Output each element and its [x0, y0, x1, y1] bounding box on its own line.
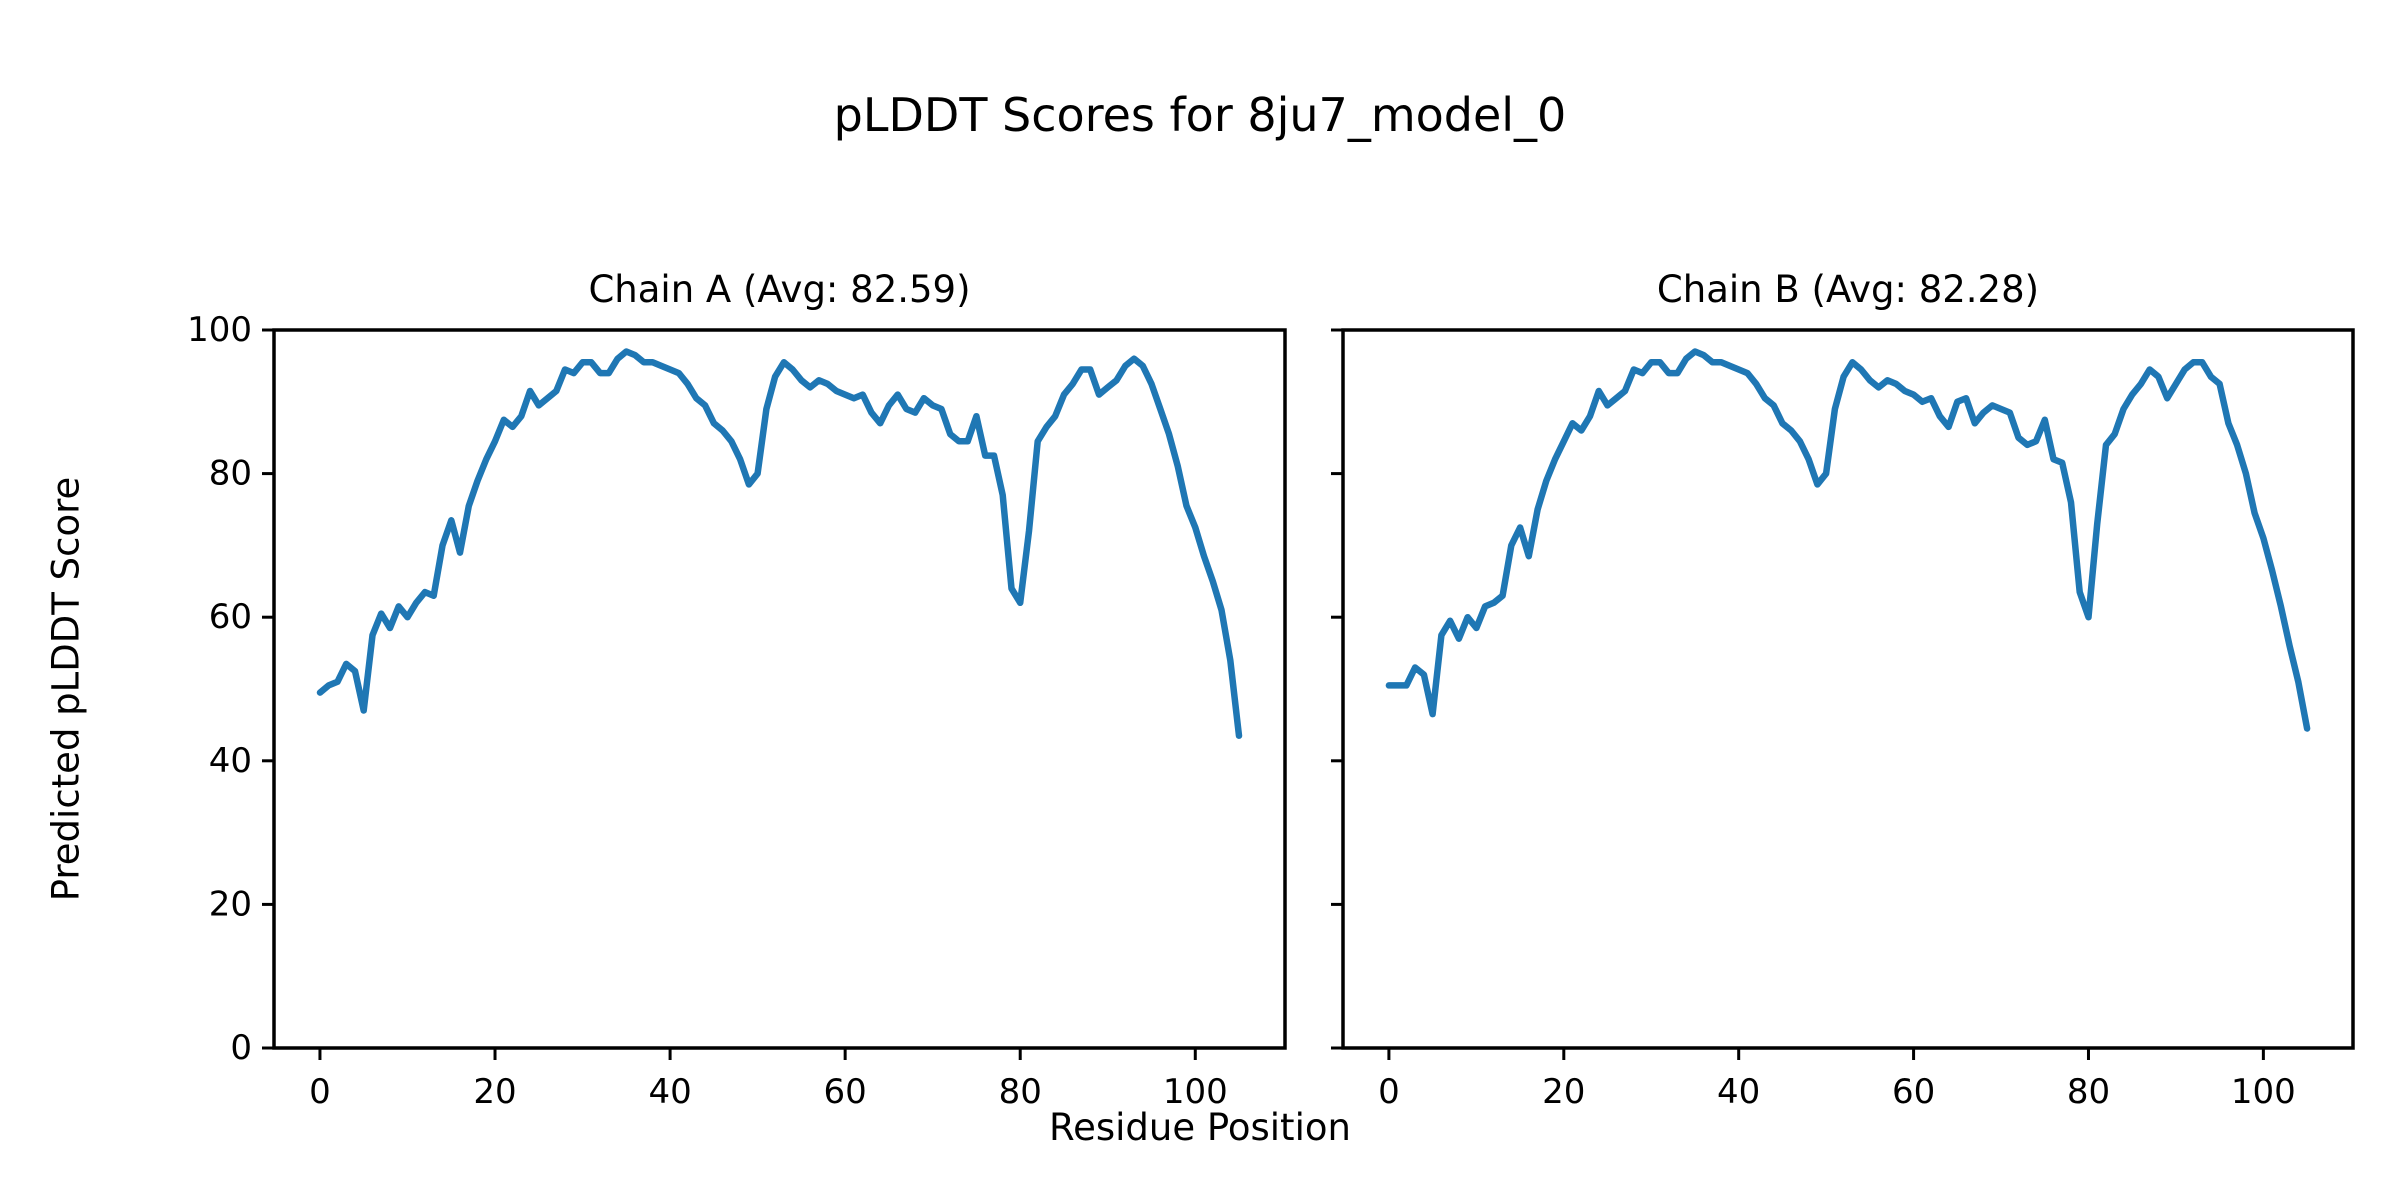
y-tick-label: 80: [209, 454, 252, 494]
x-tick-label: 100: [2231, 1072, 2296, 1112]
x-tick-label: 0: [309, 1072, 331, 1112]
plddt-line: [316, 348, 1243, 739]
x-tick-label: 40: [648, 1072, 691, 1112]
x-tick-label: 20: [1542, 1072, 1585, 1112]
y-axis-label: Predicted pLDDT Score: [44, 476, 88, 902]
y-tick-label: 20: [209, 884, 252, 924]
x-tick-label: 60: [1892, 1072, 1935, 1112]
subplot-title-chain-a: Chain A (Avg: 82.59): [588, 268, 971, 311]
axes-frame: [1341, 328, 2355, 1050]
x-tick-label: 40: [1717, 1072, 1760, 1112]
x-tick-label: 80: [999, 1072, 1042, 1112]
x-tick-label: 60: [824, 1072, 867, 1112]
y-tick-label: 60: [209, 597, 252, 637]
x-tick-label: 20: [473, 1072, 516, 1112]
x-tick-label: 80: [2067, 1072, 2110, 1112]
subplot-title-chain-b: Chain B (Avg: 82.28): [1656, 268, 2040, 311]
x-axis-label: Residue Position: [1049, 1106, 1351, 1149]
y-tick-label: 0: [230, 1028, 252, 1068]
chain-b-plot-svg: 0 20 40 60 80 100: [1331, 328, 2355, 1112]
axes-frame: [272, 328, 1287, 1050]
figure-title: pLDDT Scores for 8ju7_model_0: [833, 88, 1567, 142]
y-tick-label: 100: [187, 310, 252, 350]
x-tick-label: 0: [1378, 1072, 1400, 1112]
y-tick-label: 40: [209, 741, 252, 781]
chain-a-plot-svg: 0 20 40 60 80 100 0 20 40 60 80 100: [187, 310, 1287, 1112]
x-tick-label: 100: [1163, 1072, 1228, 1112]
plddt-line: [1385, 348, 2311, 732]
